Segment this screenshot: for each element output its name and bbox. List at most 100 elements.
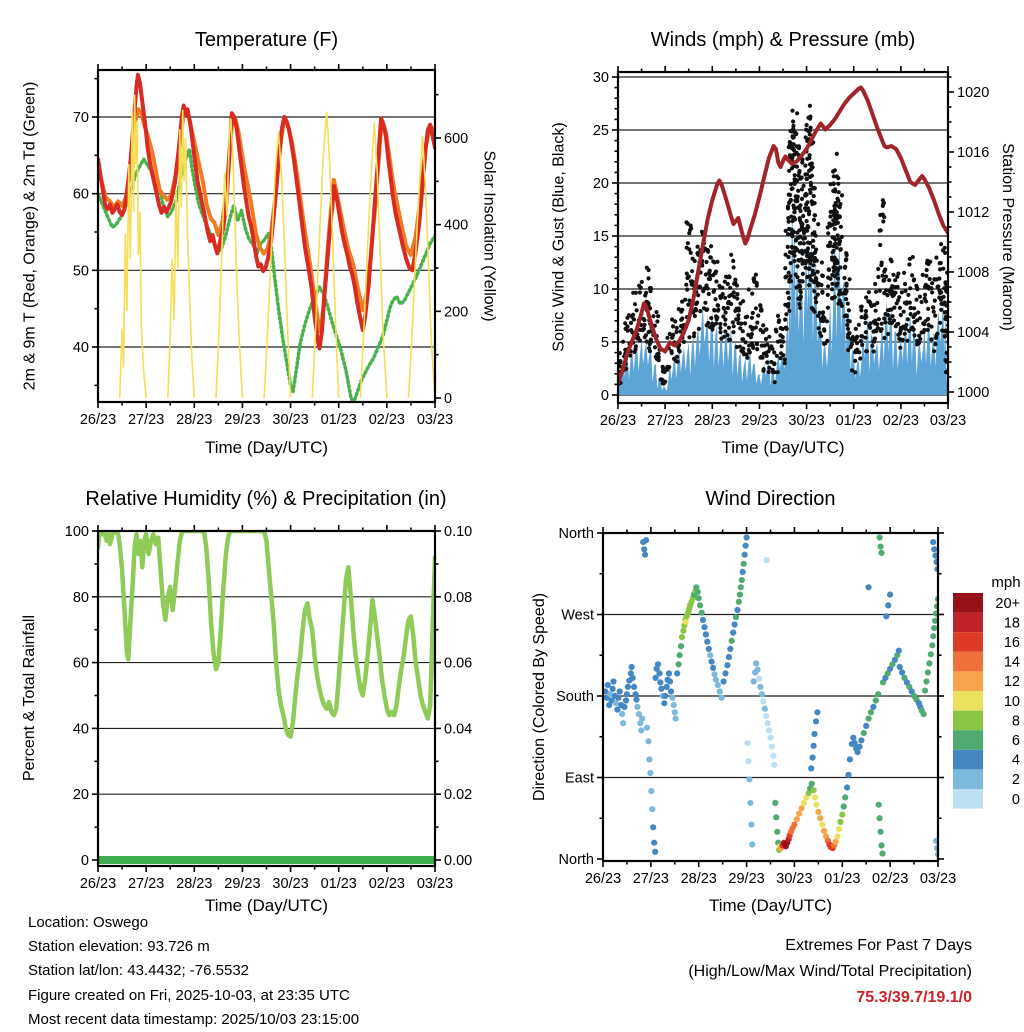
tick-label: 0.00 [444,853,472,869]
data-timestamp: Most recent data timestamp: 2025/10/03 2… [28,1010,360,1028]
tick-label: 02/23 [369,412,405,428]
tick-label: 02/23 [369,876,405,892]
tick-label: 29/23 [728,871,764,887]
tick-label: 40 [73,340,89,356]
tick-label: 02/23 [872,871,908,887]
series-solar-insolation-yellow- [359,122,388,399]
tick-label: 27/23 [633,871,669,887]
tick-label: 01/23 [836,413,872,429]
figure-created: Figure created on Fri, 2025-10-03, at 23… [28,986,350,1004]
station-elevation: Station elevation: 93.726 m [28,938,210,956]
series-relative-humidity-green- [98,531,435,739]
tick-label: 14 [1004,655,1020,671]
tick-label: 30 [593,70,609,86]
legend-swatch [953,789,983,809]
panel-winds: 0 5 10 15 20 25 30 1000 1004 1008 1012 1016 1020 26/2… [593,66,989,429]
series-solar-insolation-yellow- [407,135,435,399]
tick-label: North [559,526,594,542]
legend-swatch [953,691,983,711]
tick-label: 60 [73,187,89,203]
legend-swatch [953,612,983,633]
tick-label: 20 [593,176,609,192]
tick-label: 03/23 [417,876,453,892]
tick-label: 1000 [957,385,989,401]
tick-label: 1012 [957,205,989,221]
extremes-subtitle: (High/Low/Max Wind/Total Precipitation) [688,963,972,980]
tick-label: 26/23 [80,412,116,428]
legend-swatch [953,749,983,770]
tick-label: 25 [593,123,609,139]
panel-title-winds: Winds (mph) & Pressure (mb) [650,29,916,51]
panel-temperature: 40 50 60 70 0 200 400 600 26/23 27/23 28/23 29/23 30… [73,64,468,428]
tick-label: 0.02 [444,787,472,803]
tick-label: 200 [444,304,468,320]
xaxis-label-temperature: Time (Day/UTC) [204,438,329,457]
legend-swatch [953,730,983,750]
tick-label: 40 [73,721,89,737]
tick-label: 10 [593,282,609,298]
tick-label: 01/23 [321,876,357,892]
panel-title-direction: Wind Direction [705,488,836,510]
tick-label: 29/23 [741,413,777,429]
station-info: Location: Oswego Station elevation: 93.7… [28,911,359,1032]
series-solar-insolation-yellow- [118,94,147,399]
tick-label: 600 [444,131,468,147]
tick-label: 27/23 [128,412,164,428]
tick-label: 60 [73,656,89,672]
tick-label: 6 [1012,733,1020,749]
legend-swatch [953,593,983,613]
legend-swatch [953,632,983,652]
tick-label: 4 [1012,753,1020,769]
tick-label: 01/23 [824,871,860,887]
series-solar-insolation-yellow- [167,109,196,399]
series-solar-insolation-yellow- [311,111,340,399]
tick-label: West [561,607,594,623]
tick-label: 18 [1004,615,1020,631]
tick-label: 20+ [995,596,1020,612]
yaxis-label-humidity-left: Percent & Total Rainfall [21,614,39,782]
tick-label: 12 [1004,674,1020,690]
tick-label: 30/23 [788,413,824,429]
tick-label: 28/23 [694,413,730,429]
tick-label: 03/23 [920,871,956,887]
tick-label: 1016 [957,145,989,161]
speed-colorbar-legend: mph 20+ 18 16 14 12 10 8 6 4 2 0 [953,574,1021,809]
series-wind-gusts-black- [618,103,948,387]
tick-label: 16 [1004,635,1020,651]
tick-label: 03/23 [930,413,966,429]
yaxis-label-temperature-left: 2m & 9m T (Red, Orange) & 2m Td (Green) [21,81,38,391]
tick-label: 70 [73,110,89,126]
xaxis-label-winds: Time (Day/UTC) [721,438,845,457]
legend-swatch [953,651,983,672]
tick-label: 1004 [957,325,989,341]
series-station-pressure-maroon- [618,85,948,385]
panel-title-humidity: Relative Humidity (%) & Precipitation (i… [85,488,447,510]
tick-label: 27/23 [647,413,683,429]
tick-label: 27/23 [128,876,164,892]
tick-label: mph [991,574,1020,591]
tick-label: 26/23 [600,413,636,429]
yaxis-label-winds-left: Sonic Wind & Gust (Blue, Black) [551,122,569,352]
tick-label: 50 [73,263,89,279]
tick-label: 1008 [957,265,989,281]
tick-label: 20 [73,787,89,803]
panel-direction: North West South East North 26/23 27/23 28/23 29… [556,526,1021,887]
series-wind-direction-colored-by-speed- [603,534,938,858]
legend-swatch [953,769,983,789]
series-sonic-wind-blue- [618,188,948,395]
tick-label: 0 [81,853,89,869]
yaxis-label-direction-left: Direction (Colored By Speed) [531,592,548,802]
tick-label: 28/23 [681,871,717,887]
tick-label: 28/23 [176,876,212,892]
tick-label: 15 [593,229,609,245]
legend-swatch [953,671,983,691]
tick-label: 0.04 [444,721,472,737]
tick-label: 30/23 [776,871,812,887]
tick-label: 03/23 [417,412,453,428]
tick-label: 02/23 [883,413,919,429]
tick-label: North [559,852,594,868]
panel-title-temperature: Temperature (F) [194,29,339,51]
tick-label: 30/23 [272,412,308,428]
extremes-values: 75.3/39.7/19.1/0 [856,989,972,1006]
